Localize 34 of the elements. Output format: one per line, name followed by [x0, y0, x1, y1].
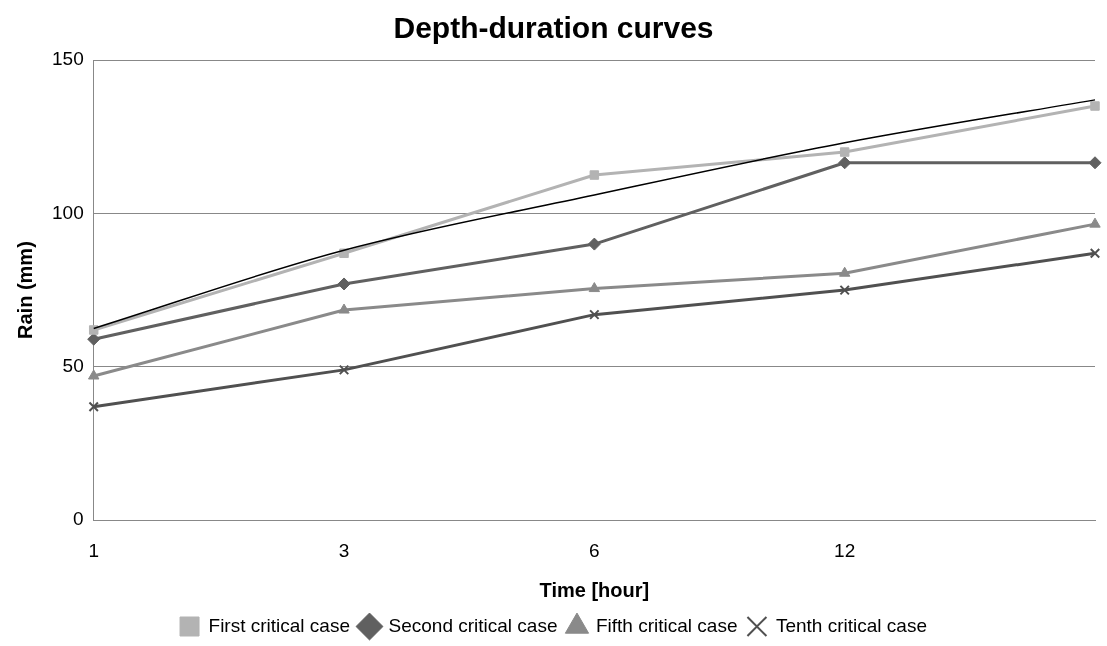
- point: [839, 147, 850, 157]
- x-tick-label: 12: [834, 539, 856, 561]
- x-tick-label: 3: [338, 539, 350, 561]
- y-tick-label: 0: [73, 508, 84, 530]
- point: [587, 237, 601, 251]
- point: [589, 309, 600, 320]
- point: [588, 282, 601, 293]
- point: [88, 401, 99, 412]
- x-tick-label: 6: [589, 539, 600, 561]
- point: [839, 284, 850, 296]
- legend-label: Tenth critical case: [775, 614, 927, 636]
- point: [338, 303, 350, 314]
- point: [1090, 101, 1100, 111]
- legend-label: Fifth critical case: [595, 614, 738, 636]
- point: [1089, 248, 1101, 259]
- legend-label: First critical case: [208, 614, 351, 636]
- chart-title: Depth-duration curves: [393, 11, 714, 45]
- y-tick-label: 150: [52, 48, 84, 70]
- point: [1089, 217, 1101, 228]
- point: [838, 156, 852, 170]
- point: [838, 266, 851, 277]
- x-axis-title: Time [hour]: [539, 578, 650, 601]
- y-tick-label: 100: [52, 201, 84, 223]
- point: [1088, 156, 1102, 170]
- x-tick-label: 1: [88, 539, 99, 561]
- point: [87, 332, 101, 346]
- point: [589, 170, 600, 180]
- legend-label: Second critical case: [388, 614, 558, 636]
- point: [337, 277, 351, 291]
- y-axis-title: Rain (mm): [13, 241, 36, 339]
- y-tick-label: 50: [62, 355, 84, 377]
- point: [338, 364, 350, 376]
- point: [88, 325, 99, 335]
- point: [88, 369, 100, 380]
